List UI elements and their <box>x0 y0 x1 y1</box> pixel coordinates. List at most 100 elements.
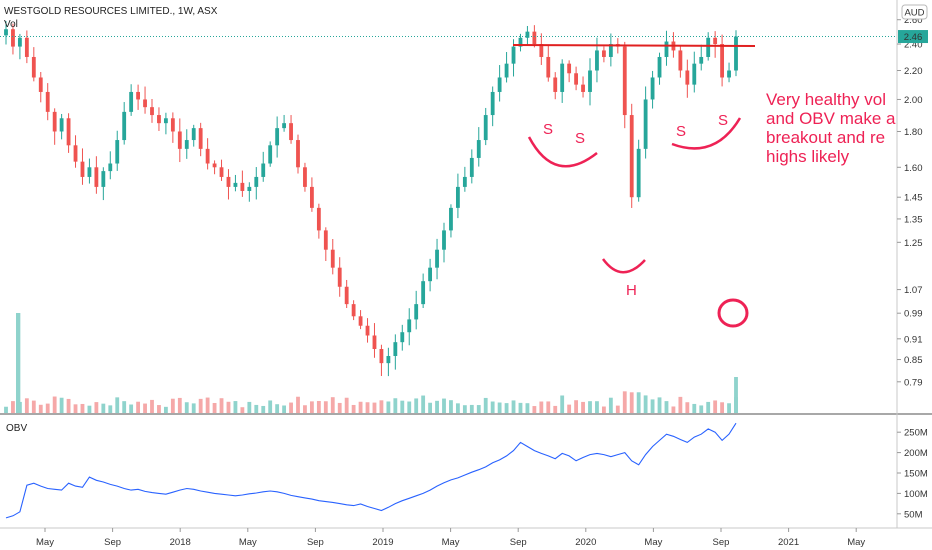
candle-body <box>601 50 606 57</box>
volume-bar <box>525 403 530 413</box>
pattern-label-s2: S <box>575 130 585 147</box>
volume-bar <box>532 406 537 413</box>
candle-body <box>289 123 293 141</box>
volume-bar <box>657 397 662 413</box>
candle-body <box>643 99 648 149</box>
candle-body <box>525 31 530 38</box>
currency-badge[interactable]: AUD <box>901 4 928 20</box>
candle-body <box>476 140 481 158</box>
candle-body <box>309 186 314 208</box>
candle-body <box>11 29 15 47</box>
volume-bar <box>365 402 370 413</box>
candle-body <box>483 115 488 141</box>
volume-bar <box>595 401 599 413</box>
price-tick-label: 0.85 <box>904 355 923 366</box>
volume-bar <box>622 391 627 413</box>
volume-bar <box>428 402 433 413</box>
candle-body <box>713 37 718 45</box>
candle-body <box>163 118 168 124</box>
volume-bar <box>31 400 36 413</box>
volume-spike-2017 <box>16 313 21 413</box>
volume-bar <box>87 405 92 413</box>
volume-bar <box>59 397 64 413</box>
price-tick-label: 2.00 <box>904 95 923 106</box>
volume-bar <box>303 405 307 413</box>
note-line-4: highs likely <box>766 147 850 166</box>
breakout-circle <box>717 298 749 328</box>
last-price-tag: 2.46 <box>898 30 928 44</box>
pattern-label-s4: S <box>718 112 728 129</box>
candle-body <box>539 44 544 57</box>
candle-body <box>414 304 419 320</box>
volume-bar <box>101 403 106 413</box>
volume-bar <box>66 398 71 413</box>
obv-tick-label: 50M <box>904 509 923 520</box>
volume-bar <box>574 400 579 413</box>
note-line-2: and OBV make a <box>766 109 896 128</box>
volume-bar <box>706 401 711 413</box>
volume-bar <box>615 405 620 413</box>
drawing-annotations: S S H S S Very healthy vol and OBV make … <box>512 44 896 328</box>
volume-bar <box>449 400 453 413</box>
volume-bar <box>177 397 182 413</box>
volume-bar <box>184 402 189 413</box>
candle-body <box>226 176 231 187</box>
candle-body <box>150 107 154 116</box>
price-tick-label: 2.20 <box>904 66 923 77</box>
volume-bar <box>629 392 634 413</box>
left-shoulder-arc <box>527 136 598 168</box>
time-tick-label: May <box>644 537 662 548</box>
candle-body <box>386 355 391 364</box>
volume-bar <box>435 400 439 413</box>
candle-body <box>344 286 349 305</box>
volume-bar <box>636 392 641 413</box>
obv-tick-label: 250M <box>904 428 928 439</box>
symbol-title: WESTGOLD RESOURCES LIMITED., 1W, ASX <box>4 6 218 17</box>
candle-body <box>504 63 509 78</box>
volume-bar <box>73 404 78 413</box>
candle-body <box>608 44 613 57</box>
candle-body <box>212 163 217 168</box>
volume-bar <box>407 401 412 413</box>
candle-body <box>282 123 287 129</box>
obv-line <box>5 422 737 519</box>
volume-bar <box>372 402 377 413</box>
candle-body <box>490 91 495 116</box>
last-price-value: 2.46 <box>904 32 923 43</box>
candle-body <box>170 118 175 132</box>
obv-tick-label: 200M <box>904 448 928 459</box>
volume-bar <box>553 405 558 413</box>
volume-bar <box>170 398 175 413</box>
time-tick-label: May <box>442 537 460 548</box>
candle-body <box>657 56 662 78</box>
volume-bar <box>414 398 419 413</box>
volume-bar <box>685 402 690 413</box>
volume-bar <box>504 403 509 413</box>
volume-bar <box>476 405 481 413</box>
candle-body <box>66 118 71 146</box>
volume-bar <box>289 402 293 413</box>
time-tick-label: Sep <box>713 537 730 548</box>
volume-bar <box>296 396 300 413</box>
candle-body <box>316 207 321 231</box>
volume-bar <box>261 405 266 413</box>
resistance-line <box>512 44 756 47</box>
candle-body <box>372 335 377 350</box>
pattern-label-s1: S <box>543 121 553 138</box>
volume-bar <box>330 397 335 413</box>
candle-body <box>636 148 641 198</box>
volume-bar <box>462 405 467 413</box>
candle-body <box>678 50 683 71</box>
volume-bar <box>11 401 15 413</box>
time-tick-label: Sep <box>104 537 121 548</box>
candle-body <box>87 167 92 177</box>
candle-body <box>358 316 363 326</box>
candle-body <box>233 182 238 187</box>
candle-body <box>219 167 224 177</box>
price-tick-label: 0.91 <box>904 334 923 345</box>
candle-body <box>323 230 328 250</box>
candle-body <box>122 111 127 141</box>
candle-body <box>428 267 433 282</box>
candle-body <box>59 118 64 132</box>
obv-tick-label: 150M <box>904 469 928 480</box>
